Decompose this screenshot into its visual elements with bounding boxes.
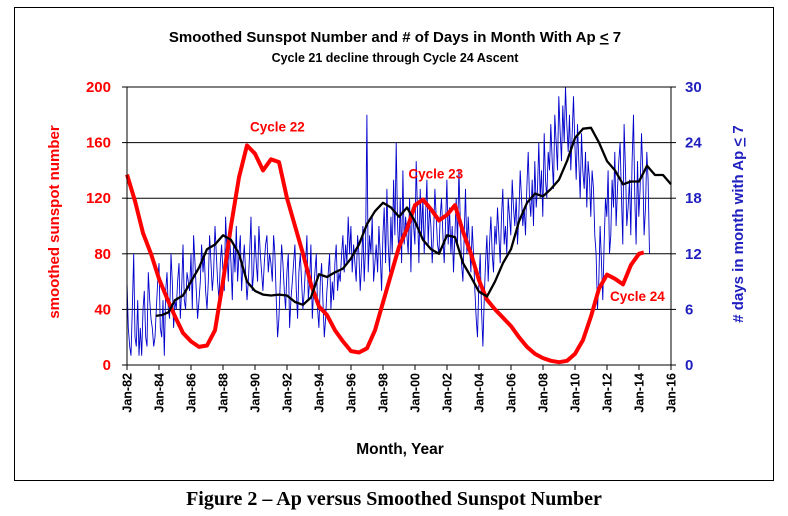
x-tick-label: Jan-88: [217, 373, 231, 413]
figure-caption: Figure 2 – Ap versus Smoothed Sunspot Nu…: [186, 488, 602, 510]
left-axis-label: smoothed sunspot number: [46, 125, 63, 319]
right-tick-label: 6: [685, 301, 693, 318]
x-tick-label: Jan-14: [633, 373, 647, 413]
x-tick-label: Jan-12: [601, 373, 615, 413]
x-tick-label: Jan-06: [505, 373, 519, 413]
annotation-cycle-22: Cycle 22: [250, 120, 305, 135]
x-tick-label: Jan-92: [281, 373, 295, 413]
series-sunspot-line: [125, 143, 645, 365]
x-tick-label: Jan-04: [473, 373, 487, 413]
annotation-cycle-23: Cycle 23: [408, 167, 463, 182]
right-tick-label: 24: [685, 135, 702, 152]
chart-title: Smoothed Sunspot Number and # of Days in…: [169, 29, 621, 46]
right-tick-label: 0: [685, 357, 693, 374]
left-tick-label: 160: [86, 135, 111, 152]
x-tick-label: Jan-84: [153, 373, 167, 413]
left-tick-label: 40: [94, 301, 111, 318]
x-tick-label: Jan-08: [537, 373, 551, 413]
series-ap-monthly-line: [126, 86, 650, 356]
chart-svg: Smoothed Sunspot Number and # of Days in…: [46, 29, 747, 458]
right-tick-label: 30: [685, 79, 702, 96]
gridlines: [127, 142, 671, 310]
right-tick-label: 12: [685, 246, 702, 263]
x-tick-label: Jan-94: [313, 373, 327, 413]
right-axis-label: # days in month with Ap < 7: [730, 125, 747, 322]
left-tick-label: 0: [103, 357, 111, 374]
chart-subtitle: Cycle 21 decline through Cycle 24 Ascent: [272, 51, 520, 65]
right-label-symbol: <: [730, 138, 747, 147]
left-tick-label: 80: [94, 246, 111, 263]
x-tick-label: Jan-82: [121, 373, 135, 413]
x-tick-label: Jan-10: [569, 373, 583, 413]
x-tick-label: Jan-90: [249, 373, 263, 413]
chart-frame: Smoothed Sunspot Number and # of Days in…: [14, 7, 774, 481]
left-tick-label: 120: [86, 190, 111, 207]
annotation-cycle-24: Cycle 24: [610, 289, 665, 304]
right-tick-label: 18: [685, 190, 702, 207]
title-symbol: <: [600, 29, 609, 46]
x-axis-label: Month, Year: [356, 441, 444, 458]
x-tick-label: Jan-98: [377, 373, 391, 413]
series-ap-smoothed-line: [155, 126, 672, 318]
x-tick-label: Jan-86: [185, 373, 199, 413]
x-tick-label: Jan-96: [345, 373, 359, 413]
x-axis-ticks: Jan-82 Jan-84 Jan-86 Jan-88 Jan-90 Jan-92 Jan-…: [121, 365, 679, 413]
x-tick-label: Jan-00: [409, 373, 423, 413]
x-tick-label: Jan-02: [441, 373, 455, 413]
right-axis-ticks: 0 6 12 18 24 30: [671, 79, 702, 374]
x-tick-label: Jan-16: [665, 373, 679, 413]
left-axis-ticks: 0 40 80 120 160 200: [86, 79, 127, 374]
plot-area-border: [126, 86, 672, 366]
left-tick-label: 200: [86, 79, 111, 96]
